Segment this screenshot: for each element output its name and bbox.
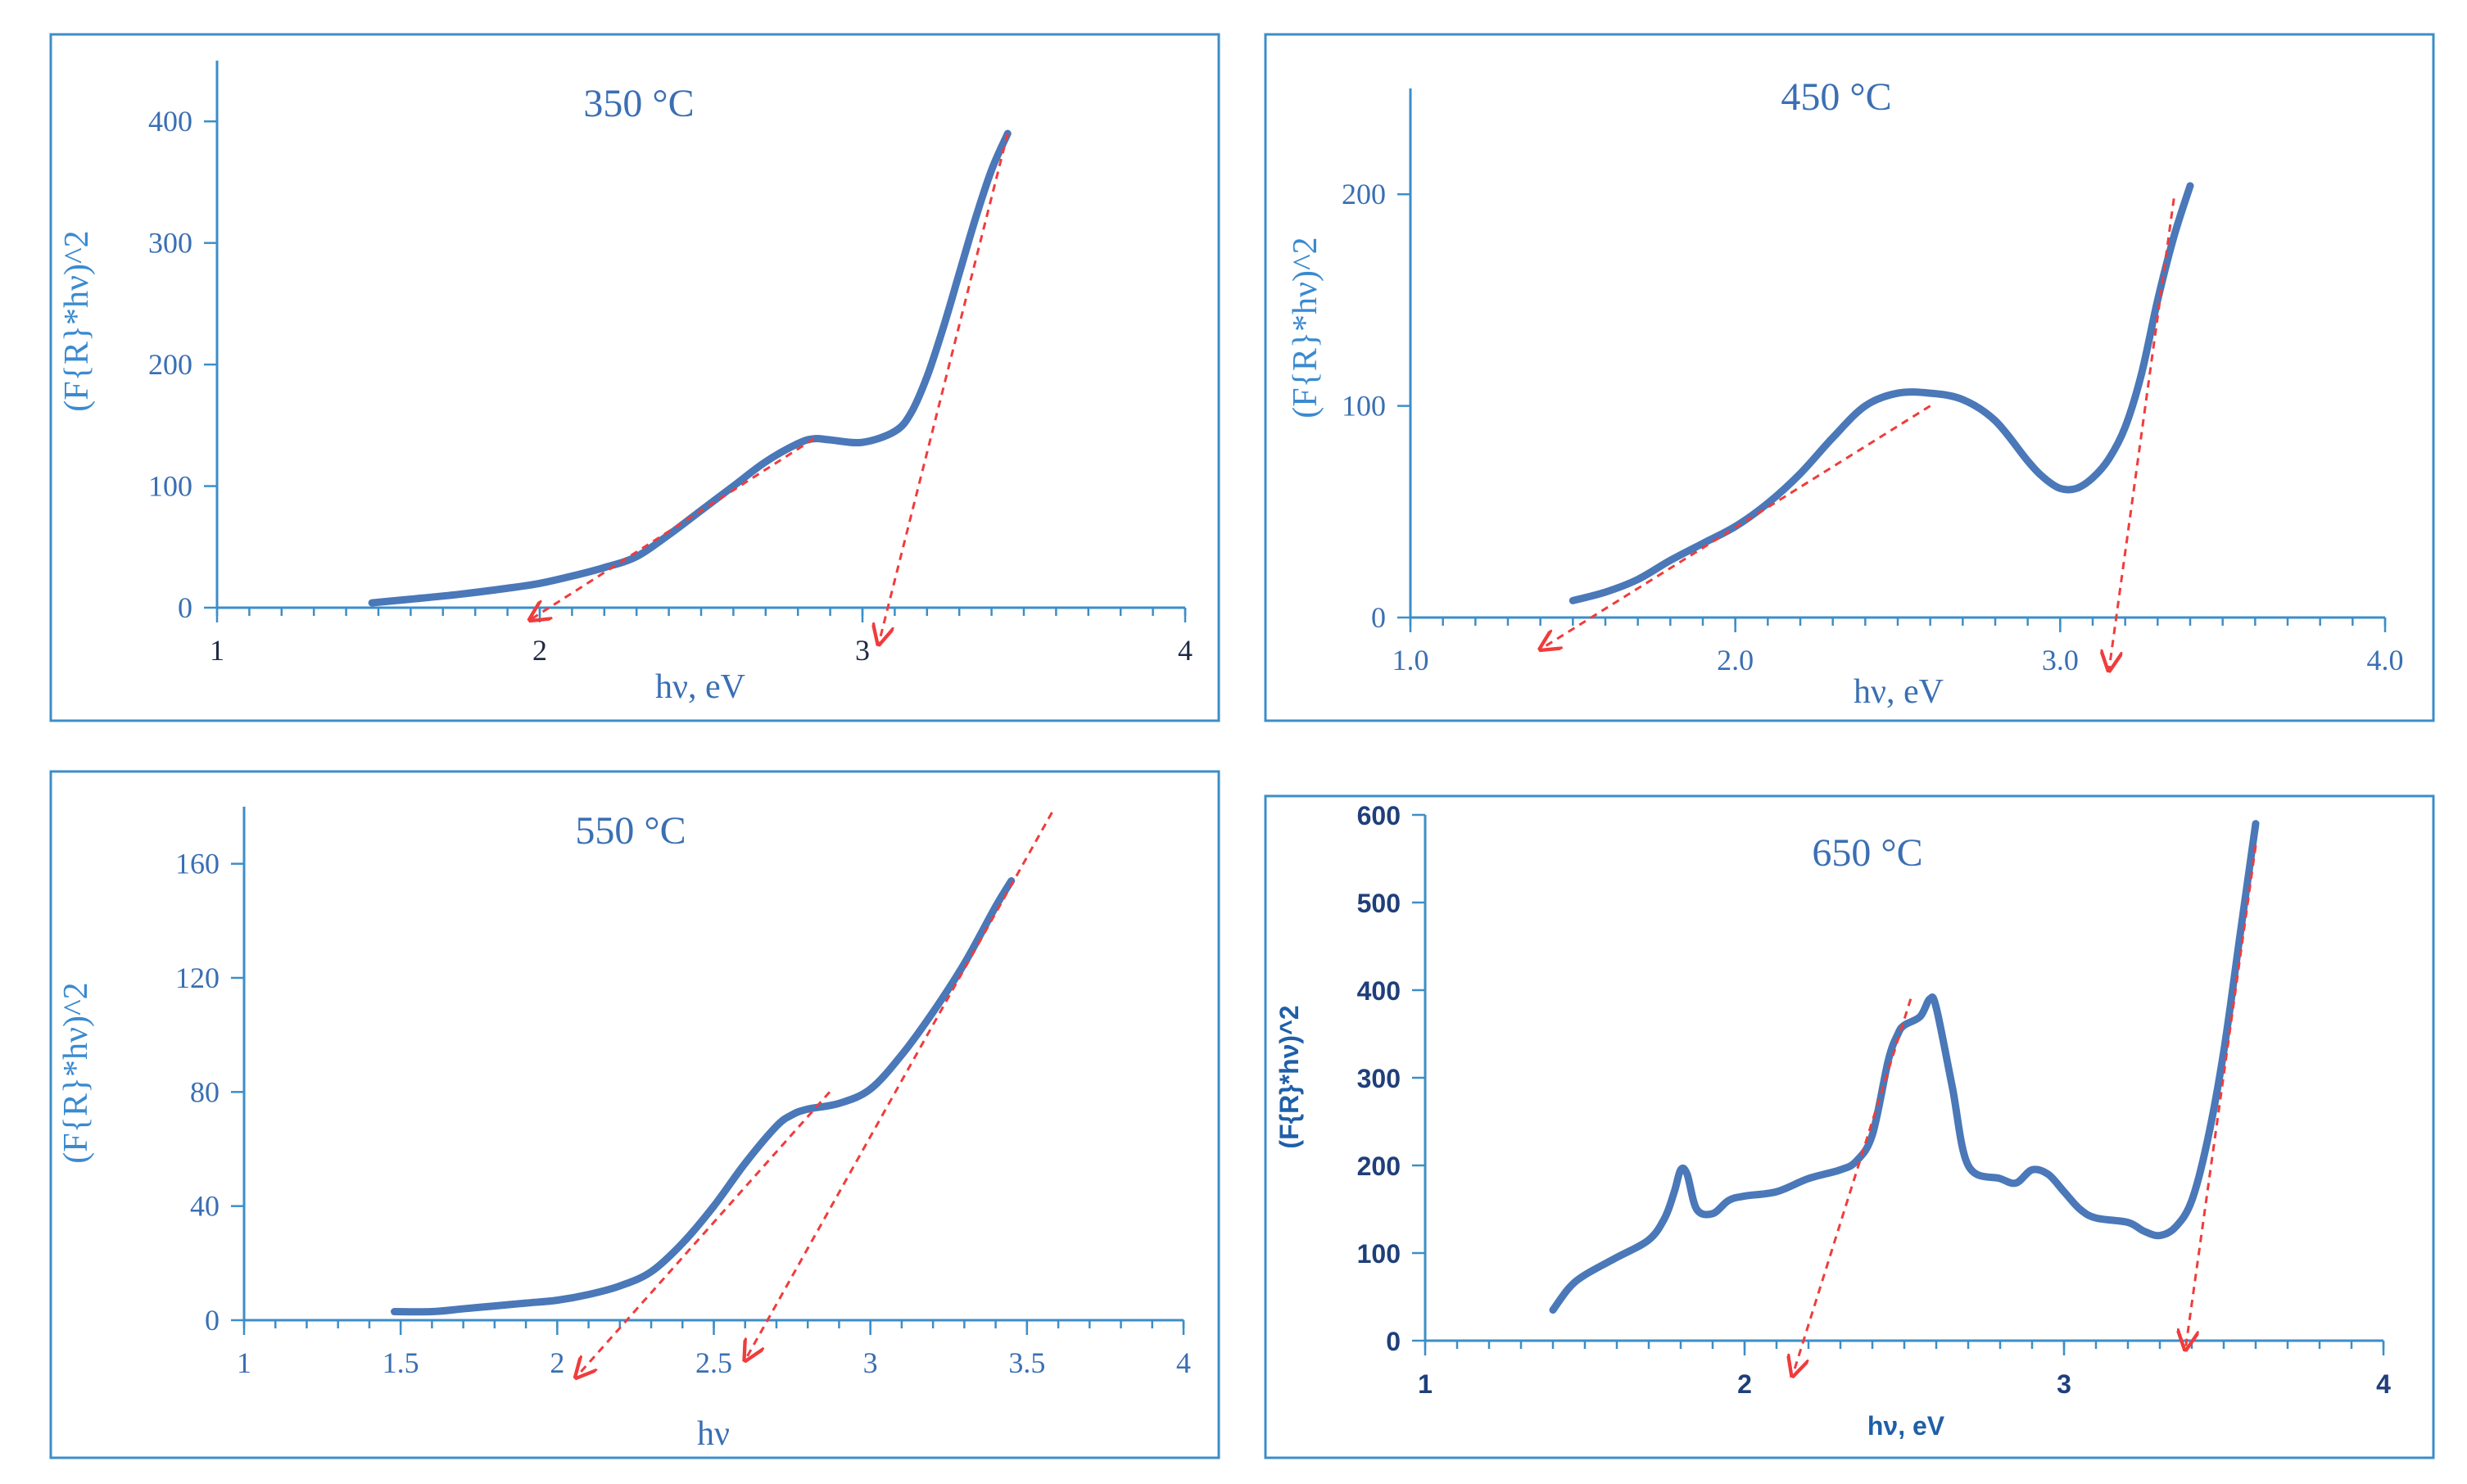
y-tick-label: 400 xyxy=(148,105,192,138)
data-series-line xyxy=(391,877,1016,1316)
tangent-fit-line xyxy=(1793,998,1912,1376)
x-axis-label: hν, eV xyxy=(1867,1411,1945,1441)
chart-title: 350 °C xyxy=(583,82,694,125)
tangent-fit-line xyxy=(1541,405,1931,649)
y-tick-label: 160 xyxy=(175,848,220,880)
y-tick-label: 0 xyxy=(1386,1327,1401,1356)
y-tick-label: 0 xyxy=(178,591,192,624)
x-axis-label: hν, eV xyxy=(655,668,745,706)
x-tick-label: 2 xyxy=(532,634,547,667)
tangent-fit-line xyxy=(2185,845,2257,1349)
tangent-fit-line xyxy=(879,133,1009,644)
y-tick-label: 100 xyxy=(1342,390,1386,423)
x-tick-label: 4 xyxy=(1176,1346,1191,1379)
x-tick-label: 2 xyxy=(1737,1369,1752,1399)
x-tick-label: 4 xyxy=(2376,1369,2391,1399)
chart-title: 550 °C xyxy=(575,809,686,853)
x-tick-label: 1 xyxy=(210,634,224,667)
tangent-fit-line xyxy=(2109,198,2175,670)
y-axis-label: (F{R}*hν)^2 xyxy=(58,230,96,411)
y-tick-label: 0 xyxy=(1371,601,1386,634)
panel-frame xyxy=(1264,794,2435,1459)
x-tick-label: 4 xyxy=(1178,634,1193,667)
x-tick-label: 3 xyxy=(2057,1369,2071,1399)
data-series-line xyxy=(1568,182,2194,604)
y-tick-label: 0 xyxy=(205,1304,220,1337)
x-tick-label: 2 xyxy=(550,1346,564,1379)
y-tick-label: 400 xyxy=(1357,976,1401,1006)
x-tick-label: 1 xyxy=(1418,1369,1433,1399)
panel-frame xyxy=(1264,33,2435,722)
y-axis-label: (F{R}*hν)^2 xyxy=(1274,1005,1304,1148)
tangent-fit-line xyxy=(530,437,815,620)
y-tick-label: 200 xyxy=(1342,178,1386,210)
x-tick-label: 1.5 xyxy=(382,1346,419,1379)
x-tick-label: 3 xyxy=(855,634,870,667)
panel-frame xyxy=(49,770,1220,1459)
chart-title: 450 °C xyxy=(1781,75,1891,119)
panel-1: 1.0 2.0 3.0 4.0 0 100 200 450 °C hν, eV (F{R}*hν)… xyxy=(1264,33,2435,722)
y-tick-label: 100 xyxy=(148,470,192,503)
panel-3: 1 2 3 4 0 100 200 300 400 500 600 650 °C hν, eV (F{R}… xyxy=(1264,794,2435,1459)
x-tick-label: 2.5 xyxy=(695,1346,732,1379)
panel-0: 1 2 3 4 0 100 200 300 400 350 °C hν, eV (F{R}*hν)^2 xyxy=(49,33,1220,722)
x-tick-label: 1.0 xyxy=(1392,644,1429,676)
y-tick-label: 200 xyxy=(1357,1151,1401,1181)
y-tick-label: 500 xyxy=(1357,889,1401,918)
x-tick-label: 1 xyxy=(237,1346,251,1379)
x-axis-label: hν xyxy=(697,1415,730,1453)
tangent-fit-line xyxy=(576,1091,831,1377)
data-series-line xyxy=(1549,820,2260,1314)
data-series-line xyxy=(368,129,1012,607)
y-tick-label: 300 xyxy=(1357,1064,1401,1093)
chart-title: 650 °C xyxy=(1812,831,1922,875)
y-tick-label: 120 xyxy=(175,961,220,994)
y-tick-label: 200 xyxy=(148,348,192,381)
y-axis-label: (F{R}*hν)^2 xyxy=(1287,237,1324,418)
x-axis-label: hν, eV xyxy=(1854,673,1944,711)
y-tick-label: 80 xyxy=(190,1075,220,1108)
y-tick-label: 300 xyxy=(148,227,192,260)
y-tick-label: 40 xyxy=(190,1190,220,1223)
x-tick-label: 2.0 xyxy=(1717,644,1754,676)
x-tick-label: 4.0 xyxy=(2367,644,2404,676)
x-tick-label: 3 xyxy=(863,1346,878,1379)
y-tick-label: 100 xyxy=(1357,1239,1401,1269)
panel-frame xyxy=(49,33,1220,722)
x-tick-label: 3.5 xyxy=(1008,1346,1045,1379)
y-axis-label: (F{R}*hν)^2 xyxy=(57,982,95,1163)
x-tick-label: 3.0 xyxy=(2042,644,2079,676)
y-tick-label: 600 xyxy=(1357,801,1401,830)
